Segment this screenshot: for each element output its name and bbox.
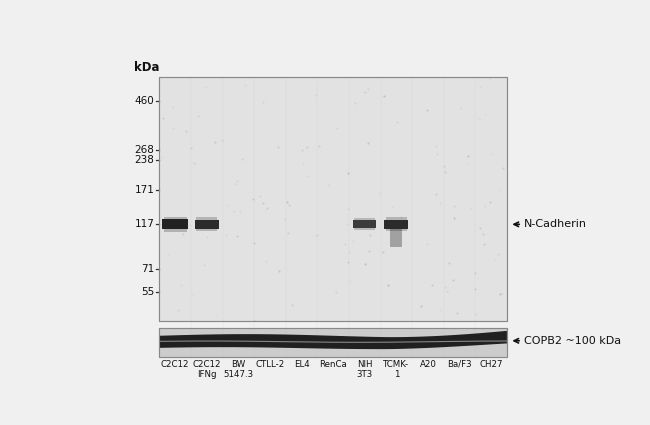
- Text: N-Cadherin: N-Cadherin: [523, 219, 586, 230]
- Text: C2C12: C2C12: [161, 360, 189, 368]
- Bar: [195, 220, 218, 229]
- Bar: [354, 218, 375, 220]
- Bar: [159, 328, 507, 357]
- Bar: [391, 229, 402, 247]
- Text: BW
5147.3: BW 5147.3: [223, 360, 254, 379]
- Bar: [159, 77, 507, 321]
- Polygon shape: [159, 331, 507, 349]
- Text: A20: A20: [419, 360, 436, 368]
- Text: 460: 460: [135, 96, 154, 106]
- Text: EL4: EL4: [294, 360, 309, 368]
- Bar: [354, 220, 376, 228]
- Text: NIH
3T3: NIH 3T3: [357, 360, 373, 379]
- Bar: [164, 217, 187, 219]
- Bar: [159, 328, 507, 357]
- Text: CTLL-2: CTLL-2: [255, 360, 285, 368]
- Text: TCMK-
1: TCMK- 1: [384, 360, 410, 379]
- Text: 117: 117: [135, 219, 154, 230]
- Text: 238: 238: [135, 156, 154, 165]
- Text: C2C12
IFNg: C2C12 IFNg: [192, 360, 221, 379]
- Text: COPB2 ~100 kDa: COPB2 ~100 kDa: [523, 336, 621, 346]
- Bar: [196, 218, 217, 220]
- Text: RenCa: RenCa: [319, 360, 347, 368]
- Bar: [384, 220, 408, 229]
- Text: kDa: kDa: [134, 61, 160, 74]
- Text: 55: 55: [141, 287, 154, 298]
- Bar: [164, 229, 187, 232]
- Bar: [159, 77, 507, 321]
- Bar: [385, 229, 407, 231]
- Text: 71: 71: [141, 264, 154, 274]
- Text: 171: 171: [135, 185, 154, 195]
- Text: CH27: CH27: [479, 360, 503, 368]
- Text: 268: 268: [135, 144, 154, 155]
- Bar: [385, 218, 407, 220]
- Bar: [162, 219, 188, 229]
- Bar: [354, 228, 375, 230]
- Bar: [196, 229, 217, 231]
- Text: Ba/F3: Ba/F3: [447, 360, 472, 368]
